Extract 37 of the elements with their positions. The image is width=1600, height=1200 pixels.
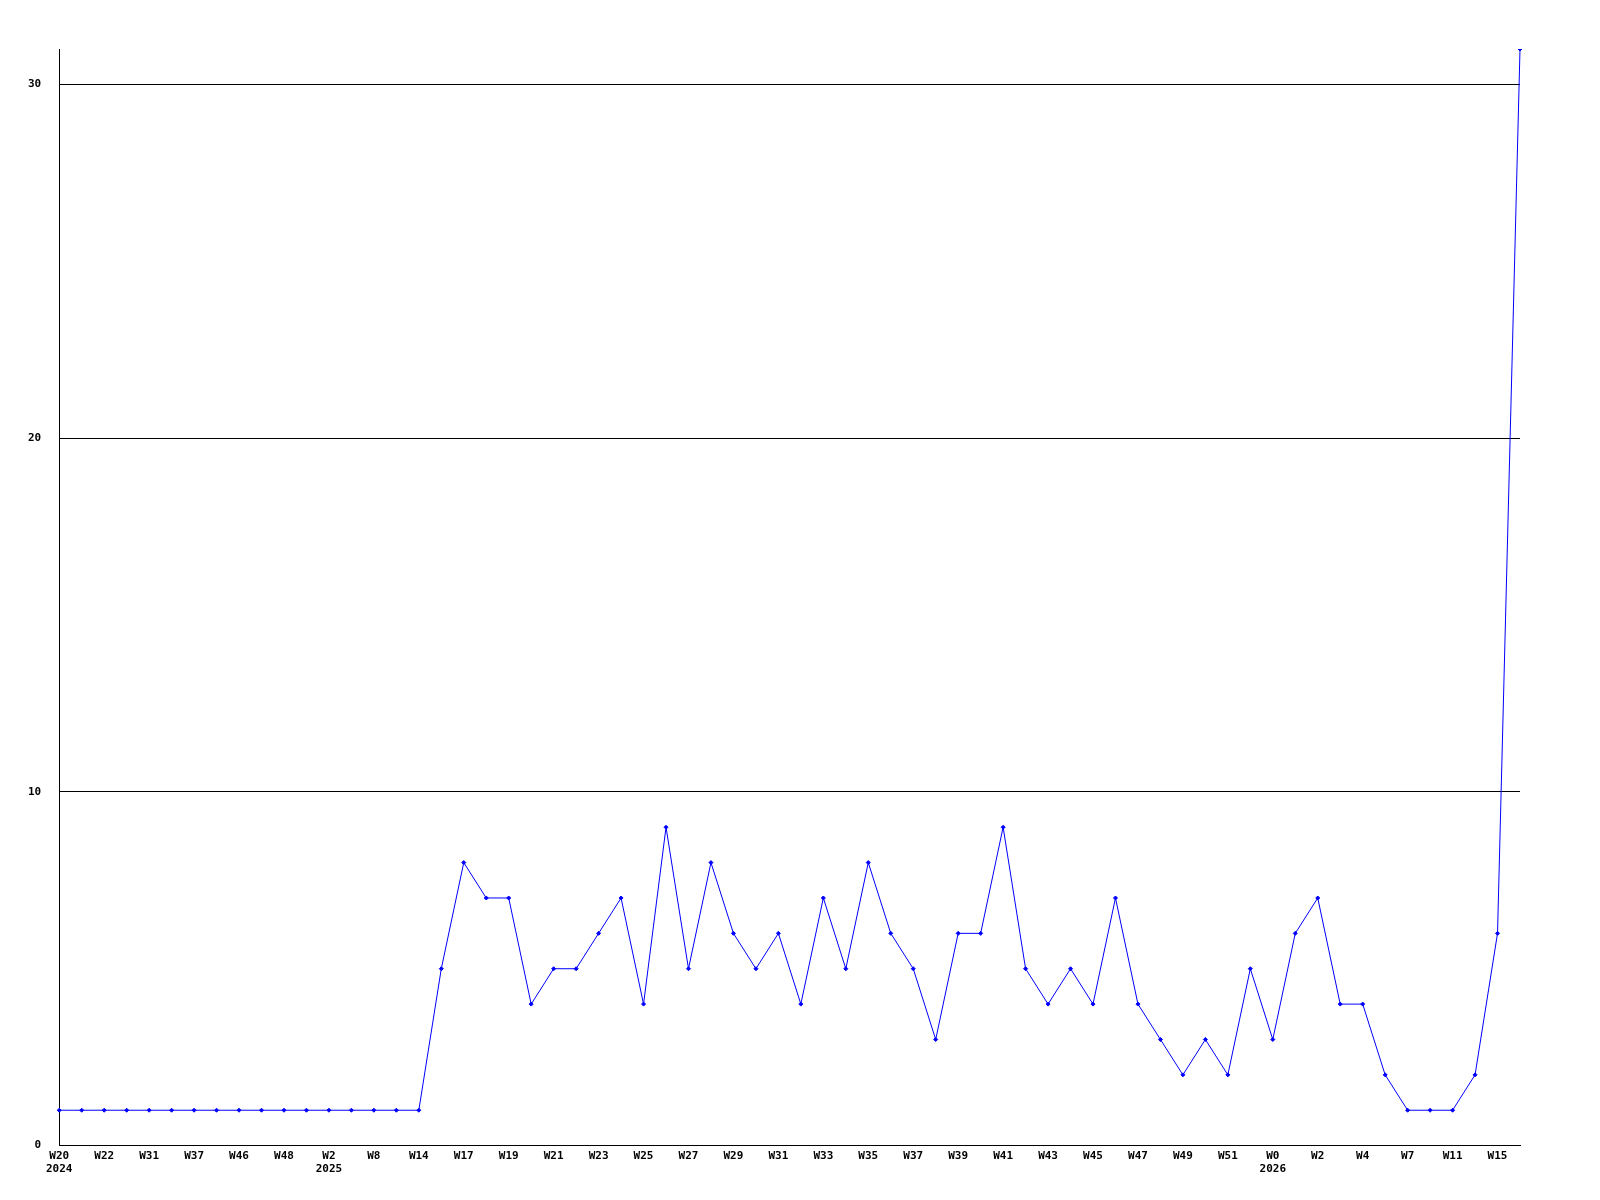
x-tick-label: W51 [1217,1149,1239,1163]
x-tick-label: W39 [948,1149,969,1163]
x-tick-label: W14 [408,1149,430,1163]
x-tick-label: W48 [274,1149,294,1163]
y-tick-label: 10 [28,784,42,798]
x-tick-label: W15 [1487,1149,1508,1163]
y-tick-label: 20 [28,430,42,444]
x-tick-label: W31 [768,1149,789,1163]
x-tick-label: W41 [993,1149,1014,1163]
y-tick-label: 30 [28,77,42,91]
x-tick-label: W19 [498,1149,519,1163]
x-tick-label: W17 [453,1149,474,1163]
x-tick-label: W11 [1442,1149,1463,1163]
x-tick-label: W33 [813,1149,834,1163]
x-tick-label: W23 [588,1149,609,1163]
x-tick-label: W49 [1172,1149,1193,1163]
x-tick-label: W8 [367,1149,381,1163]
x-tick-label: W31 [139,1149,160,1163]
x-tick-label: W20 2024 [46,1149,73,1176]
x-tick-label: W4 [1356,1149,1370,1163]
x-tick-label: W27 [678,1149,699,1163]
x-tick-label: W2 2025 [315,1149,343,1176]
x-tick-label: W25 [633,1149,654,1163]
x-tick-label: W47 [1128,1149,1148,1163]
x-tick-label: W35 [858,1149,879,1163]
x-tick-label: W21 [543,1149,564,1163]
y-tick-label: 0 [34,1138,42,1152]
x-tick-label: W29 [723,1149,744,1163]
x-tick-label: W37 [903,1149,924,1163]
x-tick-label: W45 [1083,1149,1103,1163]
x-tick-label: W22 [94,1149,115,1163]
x-tick-label: W2 [1311,1149,1325,1163]
x-tick-label: W37 [184,1149,205,1163]
x-tick-label: W0 2026 [1259,1149,1287,1176]
x-tick-label: W43 [1038,1149,1058,1163]
x-tick-label: W46 [229,1149,250,1163]
x-tick-label: W7 [1401,1149,1415,1163]
